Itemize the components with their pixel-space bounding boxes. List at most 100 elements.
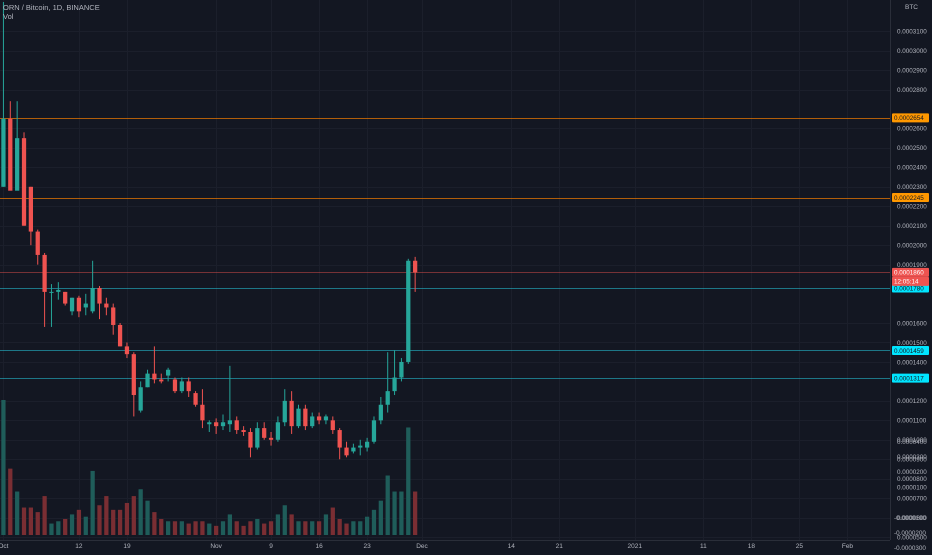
candle-body[interactable] bbox=[392, 377, 397, 392]
candle-body[interactable] bbox=[371, 420, 377, 442]
time-tick-label: 25 bbox=[796, 543, 804, 550]
candle-body[interactable] bbox=[310, 416, 315, 427]
price-tick-label: 0.0001900 bbox=[897, 262, 927, 269]
candle-body[interactable] bbox=[323, 416, 329, 421]
candle-body[interactable] bbox=[131, 354, 136, 396]
volume-tick-label: 0.0000400 bbox=[897, 439, 927, 446]
candle-body[interactable] bbox=[152, 373, 157, 380]
candle-body[interactable] bbox=[344, 447, 349, 456]
volume-bar bbox=[337, 518, 342, 535]
volume-bar bbox=[289, 514, 294, 535]
candle-body[interactable] bbox=[234, 420, 239, 431]
candle-body[interactable] bbox=[56, 289, 61, 292]
candle-body[interactable] bbox=[145, 373, 150, 388]
candle-body[interactable] bbox=[165, 369, 171, 376]
candle-body[interactable] bbox=[97, 288, 102, 304]
candle-body[interactable] bbox=[399, 361, 404, 378]
candle-body[interactable] bbox=[248, 432, 253, 448]
volume-bar bbox=[406, 427, 411, 535]
candle-body[interactable] bbox=[111, 307, 116, 325]
volume-bar bbox=[371, 509, 377, 535]
candle-body[interactable] bbox=[76, 297, 82, 312]
volume-bar bbox=[42, 496, 47, 535]
last-price-tag bbox=[892, 267, 929, 277]
candle-body[interactable] bbox=[262, 428, 267, 438]
time-tick-label: 19 bbox=[123, 543, 131, 550]
candle-body[interactable] bbox=[104, 303, 109, 308]
candle-body[interactable] bbox=[358, 445, 363, 448]
candle-body[interactable] bbox=[90, 288, 95, 312]
candle-body[interactable] bbox=[207, 422, 212, 425]
candle-body[interactable] bbox=[193, 393, 198, 405]
candle-body[interactable] bbox=[179, 381, 184, 392]
volume-bar bbox=[28, 507, 33, 535]
candle-body[interactable] bbox=[378, 404, 383, 421]
candle-body[interactable] bbox=[69, 297, 75, 312]
candle-body[interactable] bbox=[364, 441, 370, 448]
candle-body[interactable] bbox=[42, 254, 47, 292]
countdown-tag-text: 12:05:14 bbox=[894, 279, 919, 286]
price-tick-label: 0.0002500 bbox=[897, 145, 927, 152]
candle-body[interactable] bbox=[63, 291, 68, 304]
volume-indicator-label[interactable]: Vol bbox=[3, 12, 14, 21]
candle-body[interactable] bbox=[255, 428, 260, 448]
candle-body[interactable] bbox=[8, 118, 13, 191]
candle-body[interactable] bbox=[28, 186, 33, 232]
candle-body[interactable] bbox=[316, 416, 322, 421]
candle-body[interactable] bbox=[406, 260, 411, 362]
volume-bar bbox=[56, 521, 61, 535]
time-axis[interactable]: Oct 12 19 Nov 9 16 23 Dec 14 21 2021 11 18 25 Feb bbox=[0, 543, 853, 550]
candle-body[interactable] bbox=[214, 422, 219, 427]
price-tag-orange bbox=[892, 193, 929, 203]
volume-tick-label: 0.0000300 bbox=[897, 454, 927, 461]
price-tag-cyan bbox=[892, 373, 929, 383]
candle-body[interactable] bbox=[227, 420, 232, 425]
candle-body[interactable] bbox=[186, 381, 191, 392]
candle-body[interactable] bbox=[117, 324, 123, 347]
price-tag-cyan-text: 0.0001459 bbox=[894, 348, 924, 355]
candle-body[interactable] bbox=[124, 346, 130, 355]
candle-body[interactable] bbox=[282, 400, 287, 423]
candle-body[interactable] bbox=[35, 231, 40, 255]
candle-body[interactable] bbox=[15, 138, 20, 191]
candle-body[interactable] bbox=[296, 408, 301, 427]
symbol-title[interactable]: ORN / Bitcoin, 1D, BINANCE bbox=[3, 3, 100, 12]
volume-tick-label: 0.0000200 bbox=[897, 469, 927, 476]
candle-body[interactable] bbox=[289, 400, 294, 427]
volume-bar bbox=[275, 514, 281, 535]
volume-bar bbox=[200, 521, 205, 535]
candle-body[interactable] bbox=[241, 430, 246, 432]
candle-body[interactable] bbox=[200, 404, 205, 421]
price-tags: 0.00026540.00022450.00017800.00014590.00… bbox=[892, 113, 929, 383]
candle-body[interactable] bbox=[351, 447, 356, 452]
time-tick-label: Oct bbox=[0, 543, 9, 550]
candle-body[interactable] bbox=[268, 437, 274, 440]
volume-bar bbox=[234, 521, 239, 535]
volume-bar bbox=[131, 496, 136, 535]
candle-body[interactable] bbox=[49, 291, 54, 293]
volume-bar bbox=[138, 489, 143, 535]
price-tick-label: 0.0000800 bbox=[897, 476, 927, 483]
candle-body[interactable] bbox=[138, 387, 143, 411]
volume-bar bbox=[124, 502, 130, 535]
candle-body[interactable] bbox=[385, 391, 390, 405]
price-axis[interactable]: 0.0003100 0.0003000 0.0002900 0.0002800 0.00… bbox=[897, 28, 927, 541]
volume-bar bbox=[227, 514, 232, 535]
candle-body[interactable] bbox=[172, 379, 178, 392]
time-tick-label: 21 bbox=[556, 543, 564, 550]
volume-bar bbox=[76, 509, 82, 535]
candle-body[interactable] bbox=[330, 420, 335, 431]
candle-body[interactable] bbox=[159, 379, 164, 382]
volume-bar bbox=[179, 521, 184, 535]
candle-body[interactable] bbox=[275, 422, 281, 440]
candle-body[interactable] bbox=[337, 430, 342, 448]
candle-body[interactable] bbox=[83, 303, 88, 308]
candle-body[interactable] bbox=[1, 118, 6, 187]
candle-body[interactable] bbox=[21, 138, 27, 226]
candle-body[interactable] bbox=[220, 422, 226, 427]
candle-body[interactable] bbox=[303, 408, 308, 427]
volume-bar bbox=[49, 523, 54, 535]
candle-body[interactable] bbox=[413, 260, 418, 273]
